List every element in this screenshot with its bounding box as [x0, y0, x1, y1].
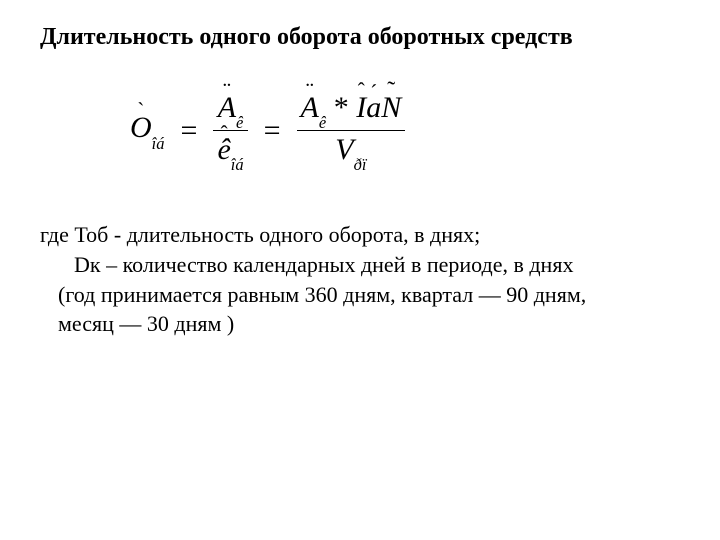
description: где Тоб - длительность одного оборота, в… — [40, 220, 680, 339]
rhs2-num-base2: I — [356, 91, 366, 124]
equals-1: = — [175, 114, 204, 148]
formula: Oîá = Aê êîá = Aê * IaN — [40, 91, 680, 170]
rhs2-num-sub1: ê — [319, 113, 326, 132]
lhs-sub: îá — [152, 134, 165, 153]
document-page: Длительность одного оборота оборотных ср… — [0, 0, 720, 339]
rhs1-den-sub: îá — [231, 155, 244, 174]
rhs2-num-base3: a — [366, 91, 381, 124]
rhs1-num-base: A — [218, 91, 236, 124]
desc-line-1: где Тоб - длительность одного оборота, в… — [40, 222, 480, 247]
fraction-bar-2 — [297, 130, 406, 131]
formula-lhs: Oîá — [130, 113, 165, 148]
rhs2-mul: * — [334, 91, 349, 124]
equals-2: = — [258, 114, 287, 148]
rhs2-den-base: V — [335, 133, 353, 166]
rhs1-den-base: ê — [217, 133, 230, 166]
rhs2-num-base4: N — [381, 91, 401, 124]
page-title: Длительность одного оборота оборотных ср… — [40, 24, 680, 51]
lhs-base: O — [130, 111, 152, 144]
rhs2-den-sub: ðï — [354, 155, 367, 174]
rhs1-num-sub: ê — [236, 113, 243, 132]
formula-rhs1: Aê êîá — [213, 91, 247, 170]
rhs2-num-base1: A — [301, 91, 319, 124]
desc-line-4: месяц — 30 дням ) — [40, 309, 680, 339]
desc-line-3: (год принимается равным 360 дням, кварта… — [40, 280, 680, 310]
formula-rhs2: Aê * IaN Vðï — [297, 91, 406, 170]
desc-line-2: Dк – количество календарных дней в перио… — [40, 250, 680, 280]
formula-row: Oîá = Aê êîá = Aê * IaN — [130, 91, 405, 170]
